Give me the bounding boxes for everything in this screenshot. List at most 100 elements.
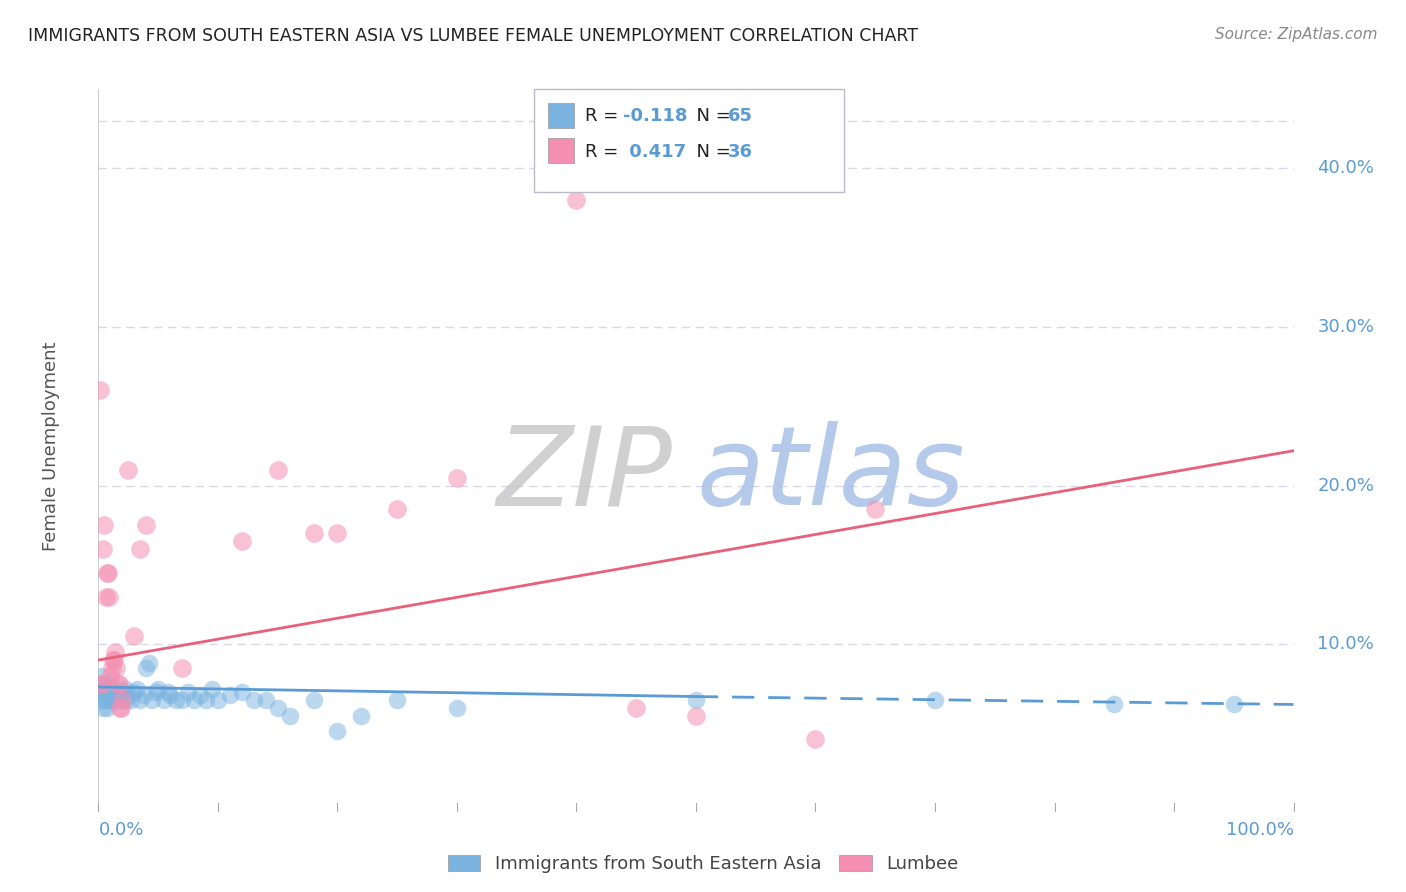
- Point: [94, 685, 117, 699]
- Point: [107, 677, 129, 691]
- Point: [97, 566, 120, 580]
- Text: 100.0%: 100.0%: [1226, 821, 1294, 838]
- Point: [90, 677, 112, 691]
- Point: [156, 685, 179, 699]
- Text: 20.0%: 20.0%: [1317, 476, 1374, 495]
- Point: [93, 518, 115, 533]
- Point: [125, 681, 148, 696]
- Point: [231, 685, 253, 699]
- Text: ZIP: ZIP: [496, 421, 672, 528]
- Point: [91, 669, 114, 683]
- Point: [141, 692, 163, 706]
- Point: [93, 677, 115, 691]
- Point: [326, 526, 349, 541]
- Text: R =: R =: [585, 107, 624, 125]
- Text: -0.118: -0.118: [623, 107, 688, 125]
- Point: [302, 526, 325, 541]
- Point: [104, 681, 127, 696]
- Point: [94, 590, 117, 604]
- Text: 36: 36: [728, 143, 754, 161]
- Point: [100, 688, 122, 702]
- Legend: Immigrants from South Eastern Asia, Lumbee: Immigrants from South Eastern Asia, Lumb…: [443, 849, 963, 879]
- Point: [267, 700, 290, 714]
- Point: [194, 692, 217, 706]
- Point: [188, 688, 211, 702]
- Point: [124, 685, 146, 699]
- Point: [108, 692, 131, 706]
- Point: [90, 685, 112, 699]
- Point: [91, 542, 114, 557]
- Point: [267, 463, 290, 477]
- Point: [98, 685, 122, 699]
- Text: N =: N =: [685, 107, 737, 125]
- Point: [124, 629, 146, 643]
- Text: Female Unemployment: Female Unemployment: [42, 342, 59, 550]
- Point: [1222, 698, 1246, 712]
- Point: [1102, 698, 1125, 712]
- Point: [110, 700, 132, 714]
- Point: [172, 661, 194, 675]
- Point: [159, 688, 181, 702]
- Point: [103, 685, 125, 699]
- Point: [89, 677, 111, 691]
- Point: [565, 193, 588, 207]
- Point: [91, 677, 114, 691]
- Text: N =: N =: [685, 143, 737, 161]
- Point: [129, 542, 152, 557]
- Point: [231, 534, 253, 549]
- Text: 40.0%: 40.0%: [1317, 160, 1374, 178]
- Point: [107, 688, 129, 702]
- Text: 10.0%: 10.0%: [1317, 635, 1374, 653]
- Point: [863, 502, 886, 516]
- Point: [177, 685, 200, 699]
- Point: [101, 692, 124, 706]
- Point: [350, 708, 373, 723]
- Point: [201, 681, 224, 696]
- Point: [107, 685, 129, 699]
- Point: [96, 700, 118, 714]
- Point: [103, 653, 125, 667]
- Point: [129, 692, 152, 706]
- Point: [685, 708, 707, 723]
- Point: [91, 681, 114, 696]
- Text: 65: 65: [728, 107, 754, 125]
- Point: [98, 692, 121, 706]
- Point: [446, 700, 468, 714]
- Point: [101, 653, 124, 667]
- Point: [114, 681, 136, 696]
- Point: [107, 677, 129, 691]
- Text: 30.0%: 30.0%: [1317, 318, 1374, 336]
- Point: [278, 708, 301, 723]
- Point: [183, 692, 205, 706]
- Point: [145, 685, 167, 699]
- Point: [326, 724, 349, 739]
- Point: [172, 692, 194, 706]
- Point: [207, 692, 229, 706]
- Point: [96, 566, 118, 580]
- Point: [105, 661, 128, 675]
- Text: atlas: atlas: [696, 421, 965, 528]
- Point: [254, 692, 277, 706]
- Point: [98, 677, 122, 691]
- Point: [91, 692, 114, 706]
- Point: [624, 700, 647, 714]
- Point: [93, 688, 115, 702]
- Point: [385, 692, 409, 706]
- Point: [302, 692, 325, 706]
- Point: [685, 692, 707, 706]
- Point: [111, 685, 134, 699]
- Point: [89, 384, 111, 398]
- Point: [117, 463, 139, 477]
- Text: IMMIGRANTS FROM SOUTH EASTERN ASIA VS LUMBEE FEMALE UNEMPLOYMENT CORRELATION CHA: IMMIGRANTS FROM SOUTH EASTERN ASIA VS LU…: [28, 27, 918, 45]
- Point: [100, 661, 122, 675]
- Point: [117, 688, 139, 702]
- Point: [115, 692, 138, 706]
- Point: [153, 692, 176, 706]
- Text: Source: ZipAtlas.com: Source: ZipAtlas.com: [1215, 27, 1378, 42]
- Point: [135, 518, 157, 533]
- Point: [446, 471, 468, 485]
- Point: [120, 692, 142, 706]
- Point: [98, 669, 122, 683]
- Point: [165, 692, 187, 706]
- Point: [132, 688, 155, 702]
